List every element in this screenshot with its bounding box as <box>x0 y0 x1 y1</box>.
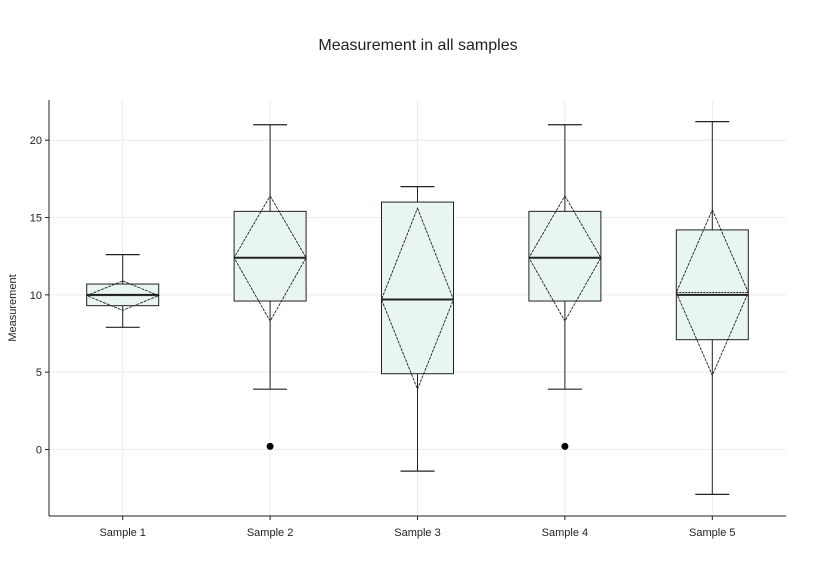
x-tick-label: Sample 1 <box>99 527 145 539</box>
box-sample-2 <box>233 124 307 450</box>
chart-title: Measurement in all samples <box>318 37 517 54</box>
y-tick-label: 0 <box>36 445 42 457</box>
mean-diamond <box>675 208 749 377</box>
box-iqr <box>528 210 602 302</box>
x-tick-label: Sample 2 <box>247 527 293 539</box>
y-tick-label: 5 <box>36 367 42 379</box>
outlier-point <box>561 442 569 450</box>
x-tick-label: Sample 3 <box>394 527 440 539</box>
x-tick-label: Sample 4 <box>542 527 588 539</box>
mean-diamond <box>233 194 307 323</box>
box-sample-3 <box>381 186 454 472</box>
box-iqr <box>381 201 454 375</box>
box-iqr <box>233 210 307 302</box>
mean-diamond <box>85 280 160 311</box>
axes: 0 5 10 15 20 Sample 1 Sample 2 Sample 3 Sample 4… <box>30 100 786 539</box>
y-tick-label: 20 <box>30 135 42 147</box>
y-tick-label: 10 <box>30 290 42 302</box>
box-sample-5 <box>675 121 749 495</box>
box-sample-1 <box>85 254 160 328</box>
mean-diamond <box>381 207 454 391</box>
mean-diamond <box>528 194 602 323</box>
y-tick-label: 15 <box>30 213 42 225</box>
x-tick-label: Sample 5 <box>689 527 735 539</box>
box-sample-4 <box>528 124 602 450</box>
outlier-point <box>266 442 274 450</box>
box-iqr <box>675 229 749 341</box>
y-axis-title: Measurement <box>7 274 19 341</box>
box-series <box>85 121 749 495</box>
